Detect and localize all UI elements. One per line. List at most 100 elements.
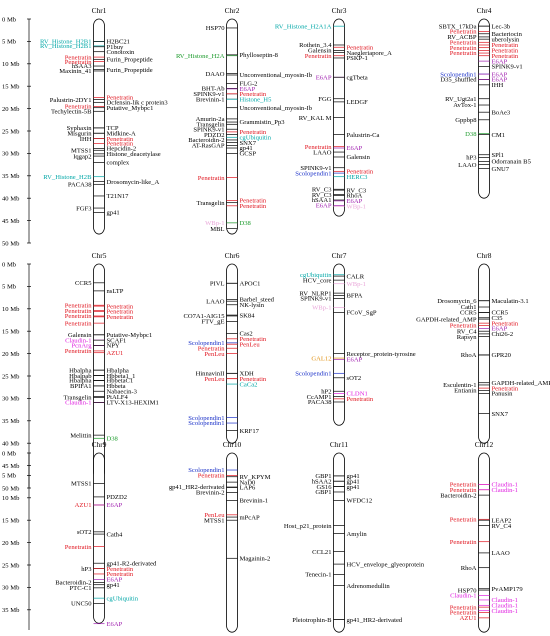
gene-label: Penetratin <box>450 29 477 36</box>
gene-label: cgUbiquitin <box>107 595 139 602</box>
gene-label: Claudin-1 <box>450 593 476 600</box>
gene-label: Grammistin_Pp3 <box>240 119 286 126</box>
gene-label: AT-RasGAP <box>192 143 225 150</box>
gene-label: RV_Histone_H2A <box>176 53 225 60</box>
scale-label: 0 Mb <box>2 450 17 457</box>
gene-label: Maxinin_41 <box>59 68 91 75</box>
gene-label: E6AP <box>107 577 123 584</box>
gene-label: KRF17 <box>240 428 260 435</box>
gene-label: GCSP <box>240 151 257 158</box>
scale-label: 20 Mb <box>2 106 20 113</box>
gene-label: Transgelin <box>197 200 226 207</box>
gene-label: PIVL <box>210 280 225 287</box>
gene-label: MTSS1 <box>71 147 92 154</box>
gene-label: SPINK9-v1 <box>300 165 331 172</box>
gene-label: cgUbiquitin <box>300 272 332 279</box>
gene-label: Rapsyn <box>457 334 477 341</box>
gene-label: H2BC21 <box>107 39 130 46</box>
gene-label: gp41-R2-derivated <box>107 560 158 567</box>
scale-label: 0 Mb <box>2 261 17 268</box>
gene-label: Penetratin <box>450 487 477 494</box>
chromosome-label: Chr2 <box>225 6 240 15</box>
gene-label: Brevinin-1 <box>196 96 225 103</box>
gene-label: BPIFA1 <box>70 383 92 390</box>
gene-label: PDZD2 <box>107 494 128 501</box>
gene-label: Penetratin <box>450 45 477 52</box>
gene-label: Hbalpab <box>69 373 92 380</box>
gene-label: Histone_H5 <box>240 96 273 103</box>
gene-label: TCP <box>107 125 119 132</box>
gene-label: XDH <box>240 371 255 378</box>
gene-label: Receptor_protein-tyrosine <box>347 351 416 358</box>
scale-label: 40 Mb <box>2 196 20 203</box>
gene-label: Penetratin <box>198 473 225 480</box>
gene-label: Scolopendin1 <box>295 170 331 177</box>
gene-label: Penetratin <box>65 302 92 309</box>
gene-label: IHH <box>492 82 504 89</box>
chromosome-chr3: Chr3RV_Histone_H2A1ARothein_3.4GalensinP… <box>275 6 392 217</box>
gene-label: HCV_core <box>303 277 332 284</box>
gene-label: Hbalpha <box>107 367 129 374</box>
gene-label: Galensin <box>347 154 371 161</box>
gene-label: hP3 <box>466 155 477 162</box>
gene-label: CCR5 <box>460 310 477 317</box>
gene-label: Claudin-1 <box>492 608 518 615</box>
gene-label: E6AP <box>492 58 508 65</box>
gene-label: Penetratin <box>492 48 519 55</box>
gene-label: WBp-1 <box>312 305 331 312</box>
gene-label: PACA38 <box>308 399 332 406</box>
gene-label: LAP6 <box>240 485 256 492</box>
chromosome-label: Chr11 <box>330 440 349 449</box>
gene-label: Transgelin <box>64 395 93 402</box>
gene-label: RV_Histone_H2B1 <box>40 39 92 46</box>
gene-label: LTV-X13-HEXIM1 <box>107 400 159 407</box>
gene-label: UNC50 <box>71 601 92 608</box>
gene-label: RhoA <box>461 565 477 572</box>
gene-label: GAPDH-related_AMP <box>492 380 550 387</box>
gene-label: Penetratin <box>347 396 374 403</box>
chromosome-label: Chr6 <box>225 251 240 260</box>
chromosome-chr2: Chr2HSP70RV_Histone_H2ADAAOBHT-AbSPINK9-… <box>176 6 313 235</box>
gene-label: Penetratin <box>347 44 374 51</box>
gene-label: Panusin <box>492 391 514 398</box>
chromosome-chr5: Chr5CCR5PenetratinPenetratinPenetratinPe… <box>64 251 159 480</box>
gene-label: Rothein_3.4 <box>299 42 332 49</box>
gene-label: PenLeu <box>240 341 261 348</box>
gene-label: Palustrin-2DY1 <box>50 97 92 104</box>
scale-label: 30 Mb <box>2 151 20 158</box>
gene-label: Galensin <box>308 48 332 55</box>
chromosome-body <box>478 263 490 444</box>
scale-label: 50 Mb <box>2 240 20 247</box>
scale-label: 35 Mb <box>2 607 20 614</box>
chromosome-body <box>478 452 490 633</box>
gene-label: Scolopendin1 <box>295 371 331 378</box>
chromosome-chr12: Chr12PenetratinPenetratinBacteroidin-2Pe… <box>440 440 523 633</box>
gene-label: AZU1 <box>75 502 92 509</box>
gene-label: E6AP <box>107 502 123 509</box>
gene-label: Penetratin <box>107 303 134 310</box>
gene-label: RV_C3 <box>347 187 367 194</box>
gene-label: Pleiotrophin-B <box>292 617 332 624</box>
gene-label: Penetratin <box>492 320 519 327</box>
gene-label: hSAA2 <box>312 478 332 485</box>
gene-label: GBP1 <box>315 489 331 496</box>
gene-label: HinnavinII <box>196 371 225 378</box>
gene-label: PSKP-1 <box>347 55 368 62</box>
gene-label: CaCa2 <box>240 381 258 388</box>
gene-label: RV_NLRP1 <box>299 290 331 297</box>
gene-label: cgUbiquitin <box>240 134 272 141</box>
gene-label: gp41 <box>347 484 360 491</box>
gene-label: RhoA <box>347 193 363 200</box>
gene-label: E6AP <box>347 198 363 205</box>
gene-label: PenLeu <box>204 376 225 383</box>
gene-label: NK-lysin <box>240 302 265 309</box>
gene-label: Galensin <box>68 332 92 339</box>
scale-label: 5 Mb <box>2 473 17 480</box>
gene-label: MTSS1 <box>204 517 225 524</box>
gene-label: Cath1 <box>461 304 477 311</box>
gene-label: Amurin-2a <box>196 116 225 123</box>
gene-label: nsLTP <box>107 288 124 295</box>
gene-label: HSP70 <box>206 25 225 32</box>
gene-label: Penetratin <box>450 610 477 617</box>
